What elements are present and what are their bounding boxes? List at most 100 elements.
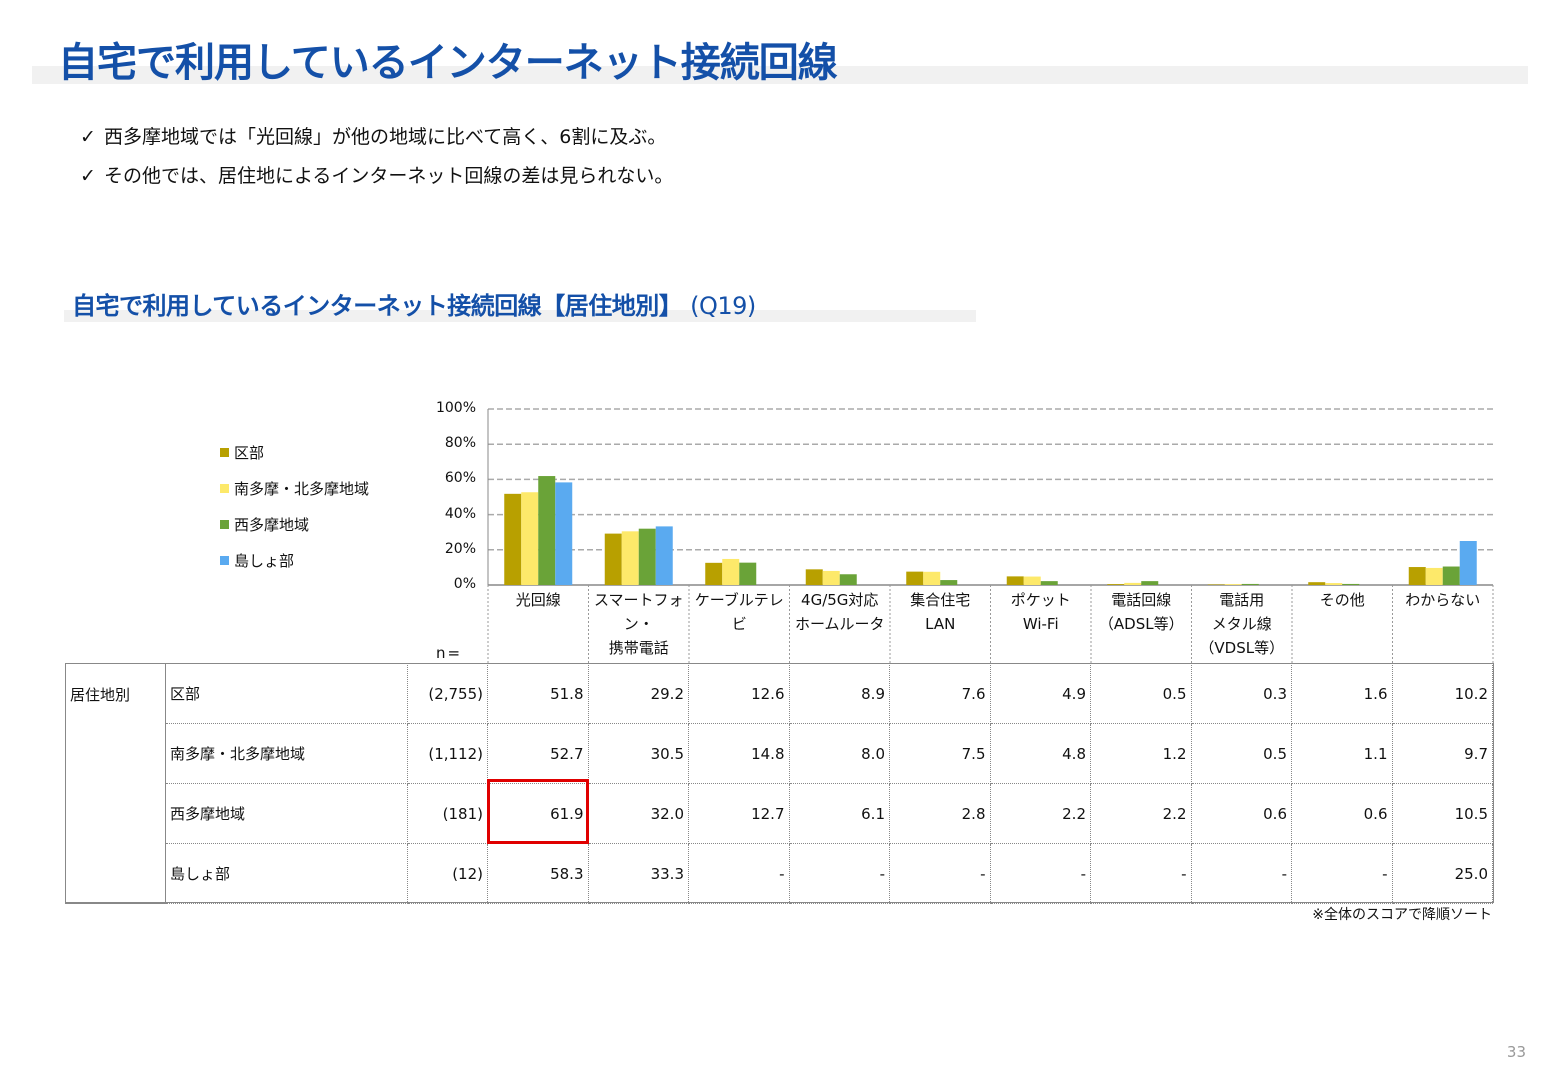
bar — [1308, 582, 1326, 585]
legend-item: 南多摩・北多摩地域 — [220, 470, 369, 506]
bar — [1107, 584, 1125, 585]
table-cell: 8.9 — [788, 663, 890, 724]
bar — [839, 574, 857, 585]
table-cell: - — [788, 843, 890, 904]
section-band — [64, 310, 976, 322]
table-cell: 51.8 — [487, 663, 589, 724]
question-number: (Q19) — [690, 292, 756, 320]
bar — [722, 558, 740, 585]
y-tick-label: 80% — [444, 435, 476, 452]
bar — [1241, 583, 1259, 585]
bar — [538, 476, 556, 585]
table-cell: 2.2 — [989, 783, 1091, 844]
table-cell: 10.5 — [1391, 783, 1493, 844]
x-tick-label: ケーブルテレビ — [694, 591, 784, 633]
bar — [1006, 576, 1024, 585]
bar — [940, 580, 958, 585]
bar — [1342, 583, 1360, 585]
sample-size: (2,755) — [407, 663, 488, 724]
bar — [1124, 582, 1142, 585]
table-cell: 0.6 — [1190, 783, 1292, 844]
table-cell: 1.1 — [1291, 723, 1393, 784]
table-cell: 0.6 — [1291, 783, 1393, 844]
legend-swatch — [220, 483, 229, 493]
title-band — [32, 66, 1528, 84]
legend-swatch — [220, 555, 229, 565]
table-cell: 1.2 — [1090, 723, 1192, 784]
legend-item: 区部 — [220, 434, 369, 470]
table-cell: 30.5 — [587, 723, 689, 784]
sort-note: ※全体のスコアで降順ソート — [1312, 907, 1492, 923]
table-cell: 58.3 — [487, 843, 589, 904]
x-tick-label: 光回線 — [515, 591, 561, 609]
bar — [604, 533, 622, 585]
bar — [923, 571, 941, 585]
bar — [1141, 581, 1159, 585]
table-row: 南多摩・北多摩地域 (1,112) 52.7 30.5 14.8 8.0 7.5 4.8 1.2… — [66, 723, 1493, 784]
x-tick-label: その他 — [1319, 591, 1365, 609]
x-tick-label: 集合住宅 LAN — [910, 591, 971, 633]
bullet-list: ✓ 西多摩地域では「光回線」が他の地域に比べて高く、6割に及ぶ。 ✓ その他では、居… — [80, 118, 673, 196]
table-cell: - — [688, 843, 790, 904]
x-tick-label: 4G/5G対応 ホームルータ — [794, 591, 885, 633]
table-cell: 4.8 — [989, 723, 1091, 784]
bar — [739, 562, 757, 585]
bullet-item: ✓ 西多摩地域では「光回線」が他の地域に比べて高く、6割に及ぶ。 — [80, 118, 673, 157]
legend-label: 南多摩・北多摩地域 — [234, 479, 370, 498]
row-label: 島しょ部 — [165, 843, 408, 904]
x-tick-label: ポケット Wi-Fi — [1010, 591, 1071, 633]
table-row: 島しょ部 (12) 58.3 33.3- - - - - - -25.0 — [66, 843, 1493, 904]
bar — [805, 569, 823, 585]
sample-size: (12) — [407, 843, 488, 904]
table-cell: 7.6 — [889, 663, 991, 724]
table-row: 居住地別 区部 (2,755) 51.8 29.2 12.6 8.9 7.6 4.9 0.5 0.3… — [65, 663, 1493, 904]
x-tick-label: 電話用 メタル線 （VDSL等） — [1199, 591, 1285, 657]
table-cell: 32.0 — [587, 783, 689, 844]
legend-item: 島しょ部 — [220, 542, 369, 578]
legend-item: 西多摩地域 — [220, 506, 369, 542]
table-cell: 1.6 — [1291, 663, 1393, 724]
table-cell: - — [1090, 843, 1192, 904]
data-table: 居住地別 区部 (2,755) 51.8 29.2 12.6 8.9 7.6 4.9 0.5 0.3… — [65, 663, 1493, 904]
chart-legend: 区部南多摩・北多摩地域西多摩地域 島しょ部 — [220, 434, 369, 578]
table-cell: - — [989, 843, 1091, 904]
bullet-item: ✓ その他では、居住地によるインターネット回線の差は見られない。 — [80, 157, 673, 196]
bar — [621, 531, 639, 585]
bar — [822, 570, 840, 585]
n-label: n= — [436, 644, 463, 662]
section-title: 自宅で利用しているインターネット接続回線【居住地別】 (Q19) — [72, 292, 756, 320]
table-cell: 12.7 — [688, 783, 790, 844]
y-tick-label: 100% — [435, 400, 476, 416]
row-label: 区部 — [165, 663, 408, 724]
y-tick-label: 20% — [444, 540, 476, 557]
bar — [1023, 576, 1041, 585]
y-tick-label: 0% — [453, 576, 476, 592]
bar — [1224, 584, 1242, 585]
table-cell: 4.9 — [989, 663, 1091, 724]
x-tick-label: 電話回線 （ADSL等） — [1098, 591, 1184, 633]
x-tick-label: わからない — [1405, 591, 1481, 609]
table-cell: 7.5 — [889, 723, 991, 784]
legend-swatch — [220, 447, 229, 457]
table-cell: - — [1190, 843, 1292, 904]
page-title: 自宅で利用しているインターネット接続回線 — [58, 40, 838, 86]
table-cell: 25.0 — [1391, 843, 1493, 904]
bar — [1442, 566, 1460, 585]
check-icon: ✓ — [80, 165, 96, 187]
bar — [1325, 583, 1343, 585]
table-cell: - — [889, 843, 991, 904]
y-tick-label: 40% — [444, 505, 476, 522]
bar — [521, 492, 539, 585]
bar — [1459, 541, 1477, 585]
bar — [638, 528, 656, 585]
bar — [1408, 567, 1426, 585]
bar — [504, 493, 522, 585]
table-cell: 0.5 — [1190, 723, 1292, 784]
legend-swatch — [220, 519, 229, 529]
y-tick-label: 60% — [444, 470, 476, 487]
row-label: 西多摩地域 — [165, 783, 408, 844]
bar — [705, 562, 723, 585]
table-cell: 0.5 — [1090, 663, 1192, 724]
x-tick-label: スマートフォン・ 携帯電話 — [593, 591, 684, 657]
table-cell: 52.7 — [487, 723, 589, 784]
